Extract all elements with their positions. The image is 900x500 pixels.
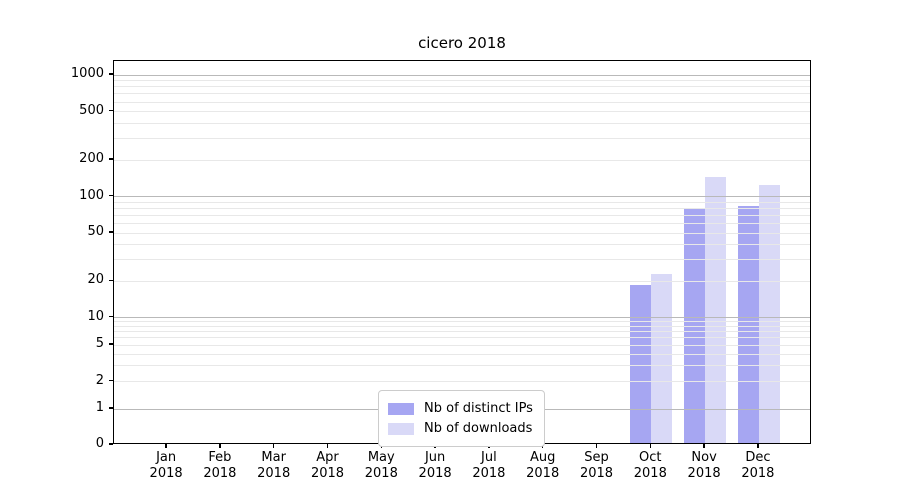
minor-gridline-200 <box>114 159 810 161</box>
xtick-label-jun: Jun 2018 <box>418 450 452 481</box>
xtick-mark-oct <box>649 444 652 448</box>
ytick-label-100: 100 <box>79 187 104 203</box>
minor-gridline-3 <box>114 364 810 366</box>
ytick-mark-10 <box>109 315 113 318</box>
xtick-mark-feb <box>219 444 221 448</box>
minor-gridline-400 <box>114 122 810 124</box>
xtick-mark-mar <box>272 444 275 448</box>
bar-oct-nb-of-downloads <box>651 274 673 443</box>
minor-gridline-60 <box>114 223 810 225</box>
minor-gridline-4 <box>114 353 810 355</box>
ytick-mark-5 <box>109 343 113 345</box>
chart-title: cicero 2018 <box>418 34 506 52</box>
bar-oct-nb-of-distinct-ips <box>630 284 652 443</box>
ytick-label-50: 50 <box>87 224 104 240</box>
legend-item-downloads: Nb of downloads <box>388 419 533 438</box>
minor-gridline-6 <box>114 337 810 339</box>
xtick-label-jan: Jan 2018 <box>149 450 183 481</box>
xtick-label-dec: Dec 2018 <box>741 450 775 481</box>
ytick-mark-2 <box>109 379 113 382</box>
xtick-label-aug: Aug 2018 <box>526 450 560 481</box>
xtick-label-jul: Jul 2018 <box>472 450 506 481</box>
minor-gridline-40 <box>114 244 810 246</box>
xtick-mark-sep <box>595 444 598 448</box>
minor-gridline-20 <box>114 280 810 282</box>
ytick-label-1: 1 <box>95 400 104 415</box>
xtick-label-mar: Mar 2018 <box>257 450 291 481</box>
legend-swatch-downloads <box>388 422 414 435</box>
xtick-label-sep: Sep 2018 <box>579 450 614 481</box>
ytick-label-10: 10 <box>87 308 104 324</box>
ytick-mark-0 <box>109 443 113 445</box>
minor-gridline-8 <box>114 326 810 328</box>
ytick-mark-1 <box>109 407 113 409</box>
xtick-mark-apr <box>326 444 329 448</box>
ytick-mark-50 <box>109 231 113 233</box>
ytick-label-500: 500 <box>79 102 104 118</box>
legend: Nb of distinct IPs Nb of downloads <box>378 390 545 447</box>
xtick-mark-nov <box>703 444 705 448</box>
xtick-label-oct: Oct 2018 <box>633 450 667 481</box>
bar-nov-nb-of-distinct-ips <box>684 207 706 443</box>
minor-gridline-600 <box>114 101 810 103</box>
ytick-mark-200 <box>109 158 113 160</box>
ytick-label-1000: 1000 <box>70 66 104 81</box>
major-gridline-10 <box>114 317 810 319</box>
minor-gridline-30 <box>114 259 810 261</box>
legend-label-distinct-ips: Nb of distinct IPs <box>424 401 533 416</box>
minor-gridline-2 <box>114 381 810 382</box>
legend-swatch-distinct-ips <box>388 402 414 415</box>
minor-gridline-80 <box>114 207 810 209</box>
minor-gridline-700 <box>114 93 810 95</box>
minor-gridline-90 <box>114 201 810 203</box>
xtick-mark-jan <box>165 444 167 448</box>
ytick-mark-100 <box>109 194 113 197</box>
minor-gridline-9 <box>114 321 810 323</box>
legend-item-distinct-ips: Nb of distinct IPs <box>388 399 533 418</box>
minor-gridline-500 <box>114 111 810 113</box>
legend-label-downloads: Nb of downloads <box>424 421 533 436</box>
ytick-label-2: 2 <box>95 372 104 388</box>
ytick-mark-500 <box>109 109 113 112</box>
major-gridline-1000 <box>114 74 810 76</box>
minor-gridline-7 <box>114 331 810 333</box>
ytick-label-5: 5 <box>95 336 104 352</box>
ytick-label-0: 0 <box>95 436 104 451</box>
minor-gridline-800 <box>114 86 810 88</box>
bar-dec-nb-of-downloads <box>758 185 780 443</box>
minor-gridline-70 <box>114 214 810 216</box>
ytick-label-20: 20 <box>87 272 104 288</box>
xtick-label-may: May 2018 <box>364 450 398 481</box>
minor-gridline-300 <box>114 138 810 140</box>
xtick-label-feb: Feb 2018 <box>203 450 237 481</box>
ytick-mark-1000 <box>109 73 113 75</box>
bar-dec-nb-of-distinct-ips <box>737 206 759 443</box>
ytick-label-200: 200 <box>79 151 104 167</box>
xtick-label-apr: Apr 2018 <box>310 450 345 481</box>
bar-nov-nb-of-downloads <box>705 176 727 443</box>
xtick-mark-dec <box>757 444 759 448</box>
major-gridline-100 <box>114 196 810 198</box>
minor-gridline-900 <box>114 80 810 82</box>
ytick-mark-20 <box>109 279 113 281</box>
xtick-label-nov: Nov 2018 <box>687 450 721 481</box>
minor-gridline-5 <box>114 344 810 346</box>
minor-gridline-50 <box>114 232 810 234</box>
plot-area: Nb of distinct IPs Nb of downloads <box>113 60 811 447</box>
